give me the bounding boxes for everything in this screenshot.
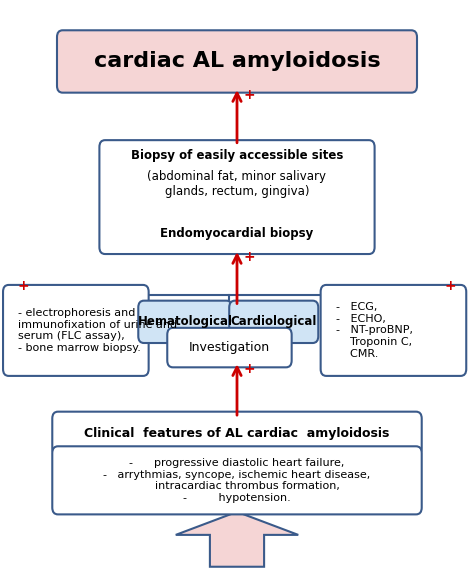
Text: +: + (243, 250, 255, 263)
FancyBboxPatch shape (52, 412, 422, 455)
Text: +: + (243, 87, 255, 102)
Text: Biopsy of easily accessible sites: Biopsy of easily accessible sites (131, 148, 343, 162)
FancyBboxPatch shape (138, 301, 232, 343)
Polygon shape (176, 512, 298, 567)
FancyBboxPatch shape (320, 285, 466, 376)
FancyBboxPatch shape (100, 140, 374, 254)
Text: +: + (243, 362, 255, 375)
Text: +: + (17, 279, 29, 293)
FancyBboxPatch shape (229, 301, 318, 343)
Text: Cardiological: Cardiological (230, 315, 317, 328)
FancyBboxPatch shape (57, 30, 417, 93)
Text: -   ECG,
-   ECHO,
-   NT-proBNP,
    Troponin C,
    CMR.: - ECG, - ECHO, - NT-proBNP, Troponin C, … (336, 302, 413, 359)
Text: -      progressive diastolic heart failure,
-   arrythmias, syncope, ischemic he: - progressive diastolic heart failure, -… (103, 458, 371, 503)
Text: Endomyocardial biopsy: Endomyocardial biopsy (160, 227, 314, 240)
Text: cardiac AL amyloidosis: cardiac AL amyloidosis (94, 52, 380, 71)
Text: Hematological: Hematological (137, 315, 233, 328)
Text: Investigation: Investigation (189, 341, 270, 354)
Text: - electrophoresis and
immunofixation of urine and
serum (FLC assay),
- bone marr: - electrophoresis and immunofixation of … (18, 308, 177, 353)
FancyBboxPatch shape (3, 285, 149, 376)
Text: +: + (444, 279, 456, 293)
Text: (abdominal fat, minor salivary
glands, rectum, gingiva): (abdominal fat, minor salivary glands, r… (147, 170, 327, 213)
Text: Clinical  features of AL cardiac  amyloidosis: Clinical features of AL cardiac amyloido… (84, 427, 390, 440)
FancyBboxPatch shape (52, 446, 422, 515)
FancyBboxPatch shape (167, 328, 292, 367)
